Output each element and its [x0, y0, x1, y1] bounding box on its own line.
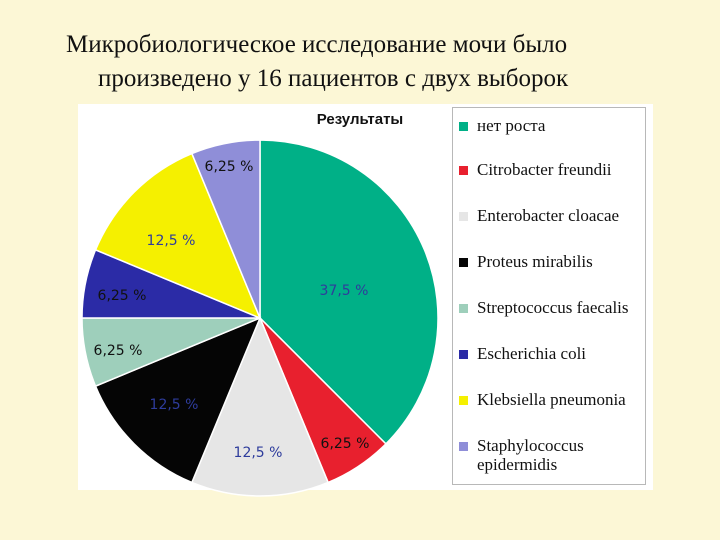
chart-title: Результаты	[317, 111, 403, 128]
chart-legend: нет роста Citrobacter freundii Enterobacte…	[452, 107, 646, 485]
slide-title-line-2: произведено у 16 пациентов с двух выборо…	[98, 65, 569, 92]
pie-slice-8	[190, 139, 261, 319]
data-label-1: 37,5 %	[320, 283, 369, 299]
pie-data-labels: 37,5 % 6,25 % 12,5 % 12,5 % 6,25 % 6,25 % 12,5…	[94, 159, 370, 461]
data-label-8: 6,25 %	[205, 159, 254, 175]
pie-slice-3	[190, 316, 330, 497]
legend-label: Citrobacter freundii	[477, 160, 612, 179]
data-label-6: 6,25 %	[98, 288, 147, 304]
legend-label: нет роста	[477, 116, 546, 135]
legend-label: Enterobacter cloacae	[477, 206, 620, 225]
data-label-5: 6,25 %	[94, 343, 143, 359]
legend-swatch	[459, 122, 468, 131]
legend-swatch	[459, 212, 468, 221]
legend-swatch	[459, 350, 468, 359]
legend-swatch	[459, 396, 468, 405]
legend-swatch	[459, 258, 468, 267]
data-label-2: 6,25 %	[321, 436, 370, 452]
legend-label: Staphylococcus epidermidis	[477, 436, 584, 474]
legend-label: Klebsiella pneumonia	[477, 390, 626, 409]
slide-title-line-1: Микробиологическое исследование мочи был…	[66, 31, 568, 58]
legend-swatch	[459, 166, 468, 175]
data-label-7: 12,5 %	[147, 233, 196, 249]
legend-swatch	[459, 442, 468, 451]
legend-label: Escherichia coli	[477, 344, 587, 363]
data-label-4: 12,5 %	[150, 397, 199, 413]
data-label-3: 12,5 %	[234, 445, 283, 461]
legend-label: Proteus mirabilis	[477, 252, 593, 271]
pie-slice-4	[94, 316, 262, 484]
pie-slice-1	[259, 139, 439, 445]
pie-slices	[81, 139, 439, 497]
legend-label: Streptococcus faecalis	[477, 298, 629, 317]
slide-title: Микробиологическое исследование мочи был…	[40, 28, 700, 96]
pie-slice-7	[94, 152, 262, 320]
legend-swatch	[459, 304, 468, 313]
